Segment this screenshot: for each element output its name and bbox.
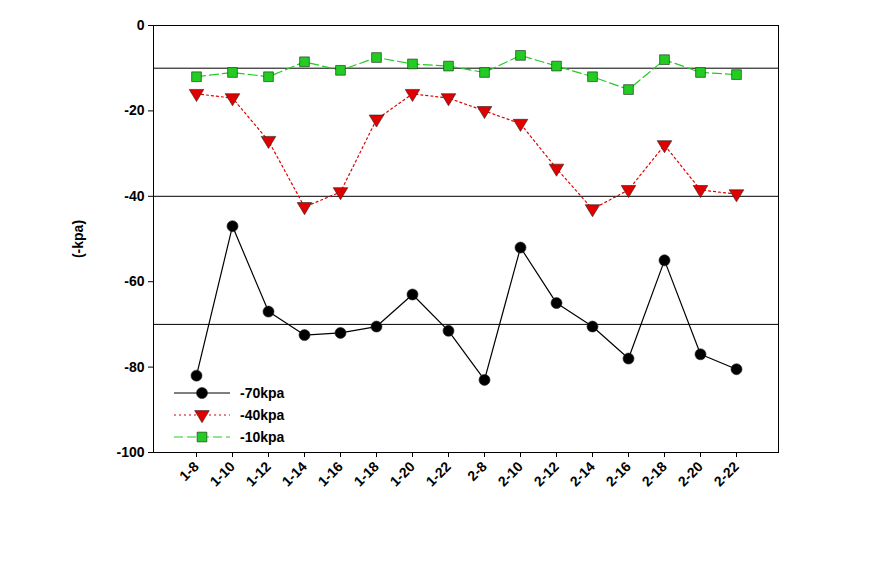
svg-text:1-10: 1-10	[207, 458, 238, 489]
svg-text:1-8: 1-8	[176, 458, 202, 484]
svg-text:-100: -100	[116, 444, 144, 460]
svg-text:-80: -80	[124, 359, 144, 375]
svg-text:2-20: 2-20	[675, 458, 706, 489]
svg-text:2-12: 2-12	[531, 458, 562, 489]
svg-text:0: 0	[137, 17, 145, 33]
svg-text:-20: -20	[124, 102, 144, 118]
svg-text:1-18: 1-18	[351, 458, 382, 489]
html-text:-40kpa: -40kpa	[240, 407, 285, 423]
svg-text:2-18: 2-18	[639, 458, 670, 489]
svg-text:1-16: 1-16	[315, 458, 346, 489]
svg-text:2-14: 2-14	[567, 458, 598, 489]
svg-text:2-22: 2-22	[711, 458, 742, 489]
svg-text:-40: -40	[124, 188, 144, 204]
svg-text:1-12: 1-12	[243, 458, 274, 489]
svg-text:1-14: 1-14	[279, 458, 310, 489]
svg-text:1-20: 1-20	[387, 458, 418, 489]
svg-text:1-22: 1-22	[423, 458, 454, 489]
html-text:-70kpa: -70kpa	[240, 385, 285, 401]
svg-text:2-10: 2-10	[495, 458, 526, 489]
svg-text:(-kpa): (-kpa)	[70, 220, 86, 258]
svg-text:2-8: 2-8	[464, 458, 490, 484]
html-text:-10kpa: -10kpa	[240, 429, 285, 445]
svg-text:2-16: 2-16	[603, 458, 634, 489]
svg-text:-60: -60	[124, 273, 144, 289]
